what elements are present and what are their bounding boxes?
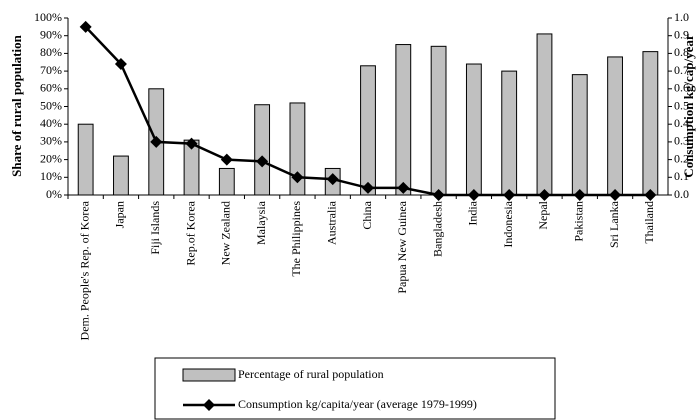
y-tick-label: 70% [40,63,62,77]
line-marker [503,189,516,201]
bar [642,51,659,196]
line-marker [538,189,551,201]
y2-tick-label: 0.5 [674,98,689,112]
y-tick-label: 50% [40,98,62,112]
bar [113,155,129,196]
x-tick-label: China [360,200,374,229]
bar [501,70,518,196]
line-marker [573,189,586,201]
line-marker [397,181,410,194]
y-tick-label: 20% [40,151,62,165]
bar [360,65,376,196]
line-marker [467,189,480,201]
y2-tick-label: 0.3 [674,134,689,148]
line-marker [220,153,233,166]
x-tick-label: Nepal [536,200,550,229]
y-tick-label: 100% [34,10,62,24]
x-tick-label: Australia [324,200,338,245]
x-tick-label: Rep.of Korea [183,200,197,265]
y2-tick-label: 0.6 [674,81,689,95]
legend-marker [203,399,215,411]
y2-tick-label: 0.8 [674,45,689,59]
bar [218,167,235,196]
y2-tick-label: 0.9 [674,27,689,41]
x-tick-label: The Philippines [289,201,303,277]
x-tick-label: Pakistan [572,201,586,242]
x-tick-label: Japan [113,201,127,228]
x-tick-label: Thailand [642,201,656,244]
y-axis-title: Share of rural population [9,34,24,176]
line-marker [609,189,622,201]
bar [607,56,623,196]
x-tick-label: Indonesia [501,200,515,247]
y-tick-label: 10% [40,169,62,183]
legend-box [154,357,556,420]
legend-label: Consumption kg/capita/year (average 1979… [238,397,477,411]
bar [430,45,447,196]
y2-tick-label: 0.0 [674,187,689,201]
bar [395,44,412,196]
bar [465,63,482,196]
y-tick-label: 60% [40,81,62,95]
line-marker [291,171,304,184]
line-marker [432,189,445,201]
y-tick-label: 30% [40,134,62,148]
x-tick-label: India [466,200,480,225]
bar [254,104,271,196]
x-tick-label: Bangladesh [430,201,444,257]
line-marker [644,189,657,201]
x-tick-label: Malaysia [254,200,268,245]
line-marker [79,20,92,33]
line-marker [114,58,127,71]
y-tick-label: 0% [46,187,62,201]
line-marker [256,155,269,168]
line-marker [185,137,198,150]
bar [289,102,306,196]
y2-tick-label: 0.7 [674,63,689,77]
line-marker [150,135,163,148]
y-tick-label: 90% [40,27,62,41]
line-marker [362,181,374,194]
y2-axis-title: Consumption kg/cap/year [681,34,696,178]
y2-tick-label: 0.1 [674,169,689,183]
x-tick-label: Papua New Guinea [395,200,409,293]
y2-tick-label: 1.0 [674,10,689,24]
bar [536,33,553,196]
y2-tick-label: 0.2 [674,151,689,165]
y-tick-label: 40% [40,116,62,130]
y-tick-label: 80% [40,45,62,59]
legend-label: Percentage of rural population [238,367,384,381]
y2-tick-label: 0.4 [674,116,689,130]
x-tick-label: New Zealand [219,201,233,265]
x-tick-label: Fiji Islands [148,201,162,255]
legend-swatch [182,368,236,382]
x-tick-label: Sri Lanka [607,200,621,248]
bar [77,123,94,196]
bar [571,74,588,196]
line-marker [326,173,339,186]
x-tick-label: Dem. People's Rep. of Korea [77,200,91,340]
